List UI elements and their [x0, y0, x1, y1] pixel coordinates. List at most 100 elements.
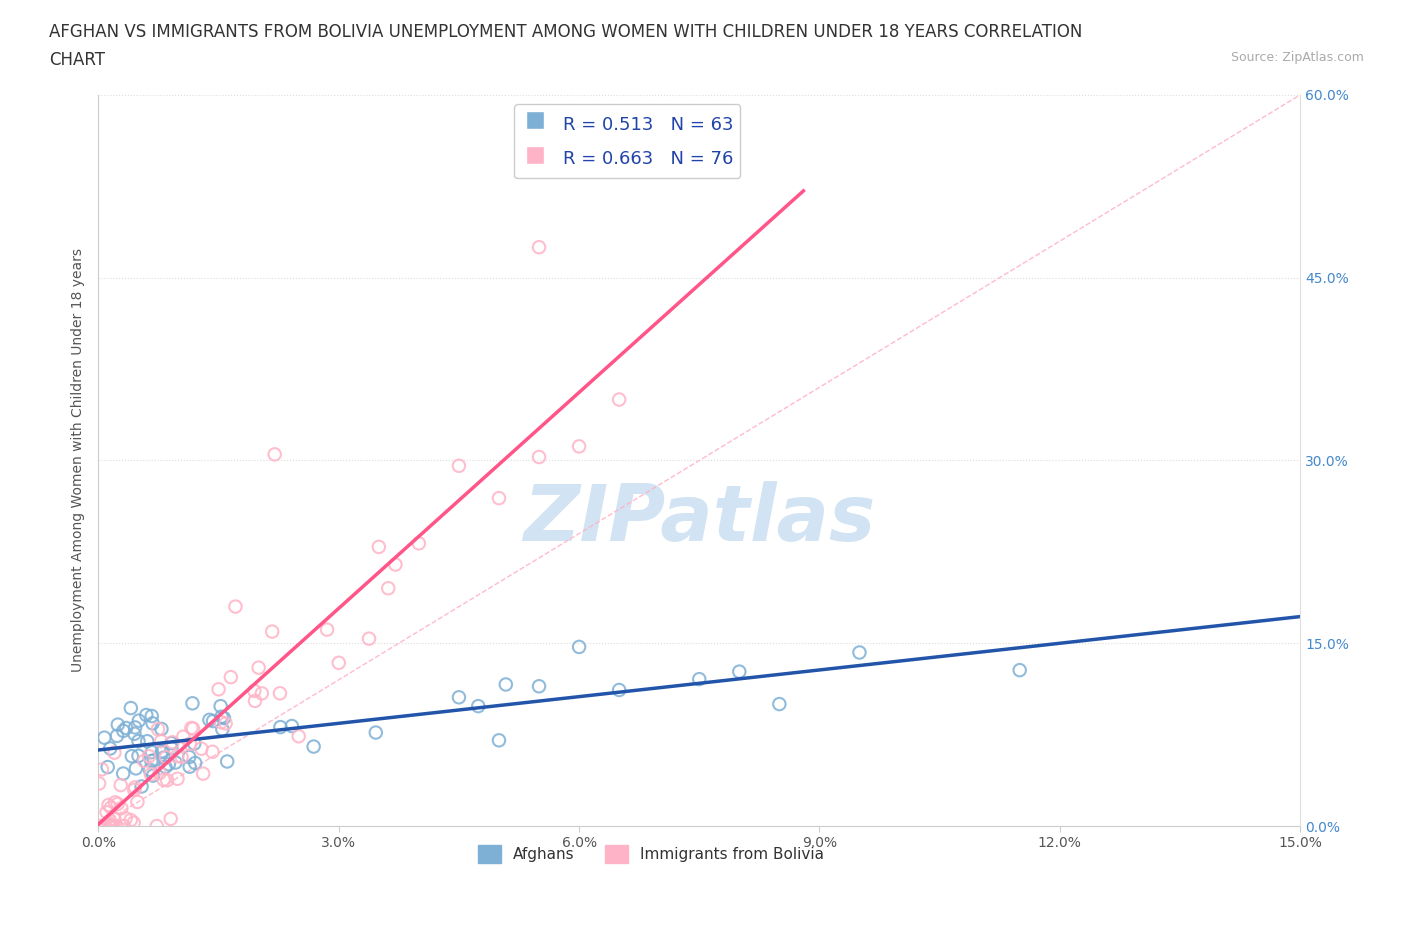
- Point: [688, 671, 710, 686]
- Point: [105, 818, 128, 833]
- Point: [107, 717, 129, 732]
- Point: [87, 776, 110, 790]
- Point: [93, 730, 115, 745]
- Point: [101, 818, 124, 833]
- Point: [124, 726, 146, 741]
- Point: [495, 677, 517, 692]
- Point: [150, 744, 173, 759]
- Point: [103, 812, 125, 827]
- Point: [214, 716, 236, 731]
- Point: [115, 721, 138, 736]
- Point: [97, 798, 120, 813]
- Point: [138, 749, 160, 764]
- Point: [467, 698, 489, 713]
- Point: [98, 741, 121, 756]
- Point: [728, 664, 751, 679]
- Point: [146, 722, 169, 737]
- Point: [107, 796, 129, 811]
- Point: [155, 750, 177, 764]
- Point: [142, 716, 165, 731]
- Point: [112, 766, 135, 781]
- Point: [136, 734, 159, 749]
- Point: [247, 660, 270, 675]
- Point: [198, 712, 221, 727]
- Point: [224, 599, 246, 614]
- Point: [212, 711, 235, 725]
- Point: [302, 739, 325, 754]
- Point: [384, 557, 406, 572]
- Point: [157, 757, 180, 772]
- Point: [768, 697, 790, 711]
- Point: [150, 734, 173, 749]
- Point: [243, 694, 266, 709]
- Point: [179, 750, 201, 764]
- Point: [101, 817, 124, 832]
- Point: [160, 741, 183, 756]
- Point: [263, 447, 285, 462]
- Point: [281, 719, 304, 734]
- Point: [110, 777, 132, 792]
- Point: [170, 750, 193, 764]
- Point: [127, 734, 149, 749]
- Point: [125, 761, 148, 776]
- Point: [211, 722, 233, 737]
- Point: [100, 800, 122, 815]
- Point: [219, 670, 242, 684]
- Point: [172, 729, 194, 744]
- Point: [201, 744, 224, 759]
- Point: [269, 720, 291, 735]
- Point: [316, 622, 339, 637]
- Point: [181, 696, 204, 711]
- Point: [112, 818, 135, 833]
- Point: [287, 729, 309, 744]
- Point: [328, 656, 350, 671]
- Point: [122, 782, 145, 797]
- Point: [1008, 663, 1031, 678]
- Point: [135, 708, 157, 723]
- Point: [408, 536, 430, 551]
- Point: [97, 818, 120, 833]
- Point: [152, 745, 174, 760]
- Point: [180, 721, 202, 736]
- Point: [127, 749, 149, 764]
- Point: [160, 736, 183, 751]
- Point: [139, 763, 162, 777]
- Text: ZIPatlas: ZIPatlas: [523, 481, 876, 557]
- Point: [217, 754, 239, 769]
- Point: [98, 818, 121, 833]
- Point: [131, 779, 153, 794]
- Point: [181, 721, 204, 736]
- Point: [209, 698, 232, 713]
- Point: [105, 728, 128, 743]
- Point: [112, 724, 135, 738]
- Point: [121, 749, 143, 764]
- Text: AFGHAN VS IMMIGRANTS FROM BOLIVIA UNEMPLOYMENT AMONG WOMEN WITH CHILDREN UNDER 1: AFGHAN VS IMMIGRANTS FROM BOLIVIA UNEMPL…: [49, 23, 1083, 41]
- Point: [150, 722, 173, 737]
- Point: [367, 539, 389, 554]
- Point: [166, 749, 188, 764]
- Point: [179, 759, 201, 774]
- Text: CHART: CHART: [49, 51, 105, 69]
- Point: [120, 813, 142, 828]
- Point: [132, 753, 155, 768]
- Point: [607, 683, 630, 698]
- Point: [568, 640, 591, 655]
- Point: [139, 767, 162, 782]
- Point: [166, 771, 188, 786]
- Point: [127, 794, 149, 809]
- Point: [146, 818, 169, 833]
- Point: [527, 449, 550, 464]
- Legend: Afghans, Immigrants from Bolivia: Afghans, Immigrants from Bolivia: [472, 839, 831, 870]
- Point: [527, 679, 550, 694]
- Point: [153, 751, 176, 765]
- Point: [179, 737, 201, 751]
- Point: [156, 773, 179, 788]
- Point: [447, 690, 470, 705]
- Point: [377, 581, 399, 596]
- Point: [141, 753, 163, 768]
- Point: [124, 780, 146, 795]
- Point: [103, 745, 125, 760]
- Point: [110, 801, 132, 816]
- Point: [89, 818, 111, 833]
- Y-axis label: Unemployment Among Women with Children Under 18 years: Unemployment Among Women with Children U…: [72, 248, 86, 672]
